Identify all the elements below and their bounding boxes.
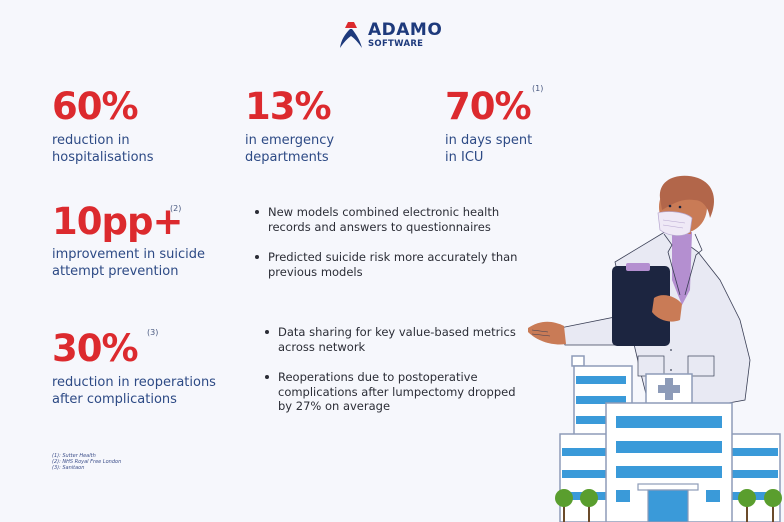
stat-description-line: after complications <box>52 392 177 407</box>
bullet-line: previous models <box>268 264 363 279</box>
logo-name: ADAMO <box>368 19 443 40</box>
bullet-line: New models combined electronic health <box>268 205 500 219</box>
bullet-item: Reoperations due to postoperative compli… <box>262 370 516 414</box>
stat-emergency: 13% <box>245 85 332 128</box>
stat-description: reduction in hospitalisations <box>52 132 154 166</box>
footnote-ref: (2) <box>170 204 182 213</box>
stat-description: in days spent in ICU <box>445 132 532 166</box>
bullet-line: complications after lumpectomy dropped <box>278 384 516 399</box>
hospital-icon <box>555 355 782 522</box>
bullet-line: records and answers to questionnaires <box>268 219 491 234</box>
bullet-line: across network <box>278 339 366 354</box>
bullet-list-suicide: New models combined electronic health re… <box>252 205 517 279</box>
stat-value: 30% <box>52 327 139 370</box>
bullet-line: Predicted suicide risk more accurately t… <box>268 250 518 264</box>
bullet-item: Data sharing for key value-based metrics… <box>262 325 516 354</box>
stat-reoperations: 30% <box>52 327 139 370</box>
bullet-list-reoperations: Data sharing for key value-based metrics… <box>262 325 516 414</box>
brand-logo: ADAMO SOFTWARE <box>338 20 442 50</box>
stat-description-line: in emergency <box>245 133 335 148</box>
logo-mark-icon <box>340 22 362 49</box>
stat-description-line: attempt prevention <box>52 264 179 279</box>
bullet-line: Data sharing for key value-based metrics <box>278 325 516 339</box>
stat-value: 10pp+ <box>52 200 183 243</box>
stat-description: reduction in reoperations after complica… <box>52 374 216 408</box>
stat-suicide-prevention: 10pp+ <box>52 200 183 243</box>
stat-description: improvement in suicide attempt preventio… <box>52 246 205 280</box>
footnote: (3): Sanitaon <box>52 465 85 471</box>
logo-subname: SOFTWARE <box>368 38 424 49</box>
stat-value: 70% <box>445 85 532 128</box>
stat-value: 13% <box>245 85 332 128</box>
stat-description-line: hospitalisations <box>52 150 154 165</box>
stat-description-line: in days spent <box>445 133 533 148</box>
stat-description-line: departments <box>245 150 329 165</box>
stat-description: in emergency departments <box>245 132 334 166</box>
stat-description-line: in ICU <box>445 150 484 165</box>
stat-description-line: improvement in suicide <box>52 247 205 262</box>
footnote: (2): NHS Royal Free London <box>52 459 122 465</box>
stat-description-line: reduction in <box>52 133 130 148</box>
bullet-line: Reoperations due to postoperative <box>278 370 478 384</box>
footnotes: (1): Sutter Health (2): NHS Royal Free L… <box>52 453 121 471</box>
stat-description-line: reduction in reoperations <box>52 375 216 390</box>
bullet-line: by 27% on average <box>278 399 391 413</box>
bullet-item: Predicted suicide risk more accurately t… <box>252 250 517 279</box>
stat-icu: 70% <box>445 85 532 128</box>
footnote-ref: (1) <box>532 84 544 93</box>
stat-hospitalisations: 60% <box>52 85 139 128</box>
bullet-item: New models combined electronic health re… <box>252 205 517 234</box>
stat-value: 60% <box>52 85 139 128</box>
doctor-hospital-illustration <box>528 175 782 522</box>
footnote-ref: (3) <box>147 328 159 337</box>
doctor-icon <box>528 175 751 411</box>
footnote: (1): Sutter Health <box>52 453 96 459</box>
